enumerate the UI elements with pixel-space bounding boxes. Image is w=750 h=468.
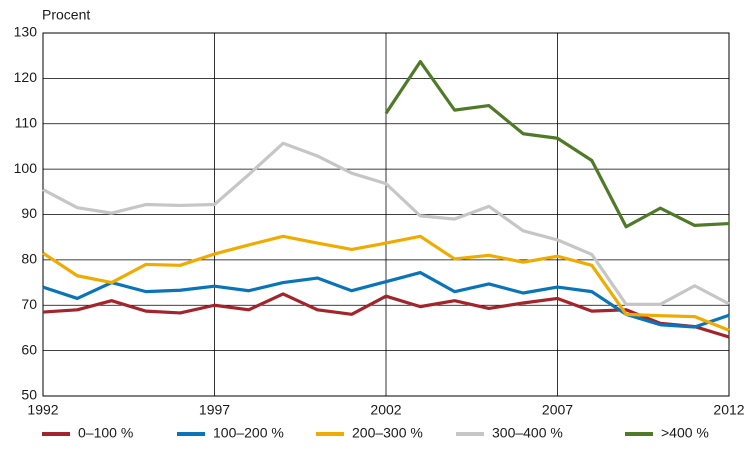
y-tick-label: 130 xyxy=(14,24,38,40)
y-tick-label: 60 xyxy=(21,341,37,357)
x-tick-label: 1992 xyxy=(27,402,58,418)
series-line xyxy=(42,141,730,306)
x-tick-label: 2007 xyxy=(542,402,573,418)
x-tick-label: 1997 xyxy=(199,402,230,418)
y-tick-label: 120 xyxy=(14,69,38,85)
plot-frame xyxy=(42,32,730,397)
legend-label: >400 % xyxy=(661,425,709,441)
y-tick-label: 80 xyxy=(21,251,37,267)
y-axis-label: Procent xyxy=(42,7,90,23)
y-tick-label: 70 xyxy=(21,296,37,312)
series-line xyxy=(384,59,730,229)
y-tick-label: 50 xyxy=(21,387,37,403)
y-tick-label: 90 xyxy=(21,205,37,221)
series-line xyxy=(42,270,730,329)
y-tick-label: 110 xyxy=(15,114,38,130)
legend-label: 200–300 % xyxy=(352,425,423,441)
legend-label: 0–100 % xyxy=(78,425,133,441)
legend-label: 100–200 % xyxy=(213,425,284,441)
x-tick-label: 2012 xyxy=(713,402,744,418)
series-line xyxy=(42,292,730,339)
legend-label: 300–400 % xyxy=(492,425,563,441)
x-tick-label: 2002 xyxy=(370,402,401,418)
series-line xyxy=(42,234,730,332)
y-tick-label: 100 xyxy=(14,160,38,176)
